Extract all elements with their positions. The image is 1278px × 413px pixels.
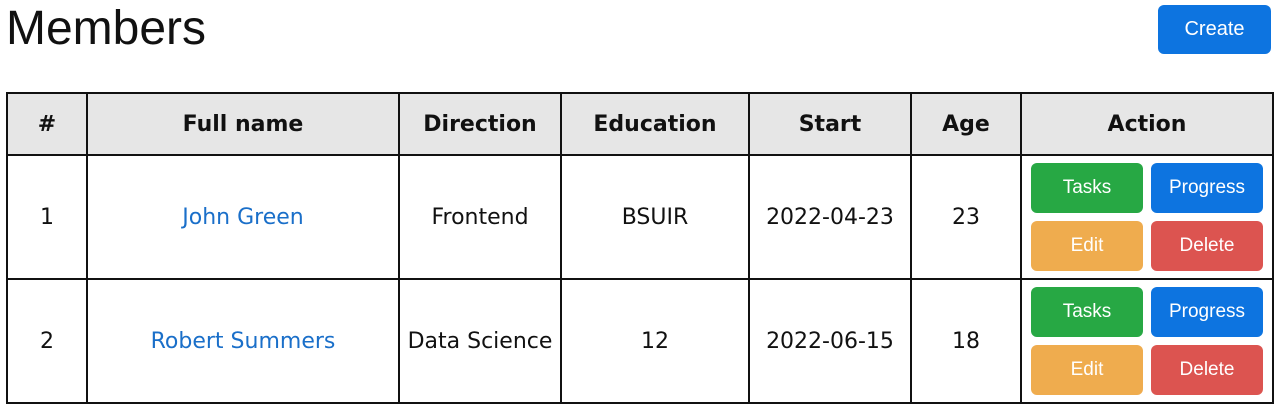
page-title: Members [6, 2, 207, 55]
column-header-direction: Direction [398, 92, 562, 156]
column-header-age: Age [910, 92, 1022, 156]
table-header-row: # Full name Direction Education Start Ag… [6, 92, 1274, 156]
cell-number: 1 [6, 154, 88, 280]
table-row: 1 John Green Frontend BSUIR 2022-04-23 2… [6, 154, 1274, 280]
edit-button[interactable]: Edit [1031, 221, 1143, 271]
edit-button[interactable]: Edit [1031, 345, 1143, 395]
member-name-link[interactable]: Robert Summers [150, 328, 336, 354]
member-name-link[interactable]: John Green [182, 204, 304, 230]
tasks-button[interactable]: Tasks [1031, 287, 1143, 337]
cell-start: 2022-04-23 [748, 154, 912, 280]
cell-start: 2022-06-15 [748, 278, 912, 404]
column-header-education: Education [560, 92, 750, 156]
cell-action: Tasks Progress Edit Delete [1020, 278, 1274, 404]
cell-education: 12 [560, 278, 750, 404]
progress-button[interactable]: Progress [1151, 163, 1263, 213]
delete-button[interactable]: Delete [1151, 221, 1263, 271]
cell-full-name: John Green [86, 154, 400, 280]
table-row: 2 Robert Summers Data Science 12 2022-06… [6, 278, 1274, 404]
cell-direction: Data Science [398, 278, 562, 404]
cell-direction: Frontend [398, 154, 562, 280]
create-button[interactable]: Create [1158, 5, 1271, 54]
progress-button[interactable]: Progress [1151, 287, 1263, 337]
cell-action: Tasks Progress Edit Delete [1020, 154, 1274, 280]
row-actions: Tasks Progress Edit Delete [1022, 287, 1272, 395]
delete-button[interactable]: Delete [1151, 345, 1263, 395]
column-header-full-name: Full name [86, 92, 400, 156]
cell-age: 18 [910, 278, 1022, 404]
column-header-start: Start [748, 92, 912, 156]
cell-age: 23 [910, 154, 1022, 280]
tasks-button[interactable]: Tasks [1031, 163, 1143, 213]
cell-full-name: Robert Summers [86, 278, 400, 404]
cell-education: BSUIR [560, 154, 750, 280]
column-header-action: Action [1020, 92, 1274, 156]
row-actions: Tasks Progress Edit Delete [1022, 163, 1272, 271]
column-header-number: # [6, 92, 88, 156]
cell-number: 2 [6, 278, 88, 404]
members-table: # Full name Direction Education Start Ag… [6, 92, 1274, 404]
